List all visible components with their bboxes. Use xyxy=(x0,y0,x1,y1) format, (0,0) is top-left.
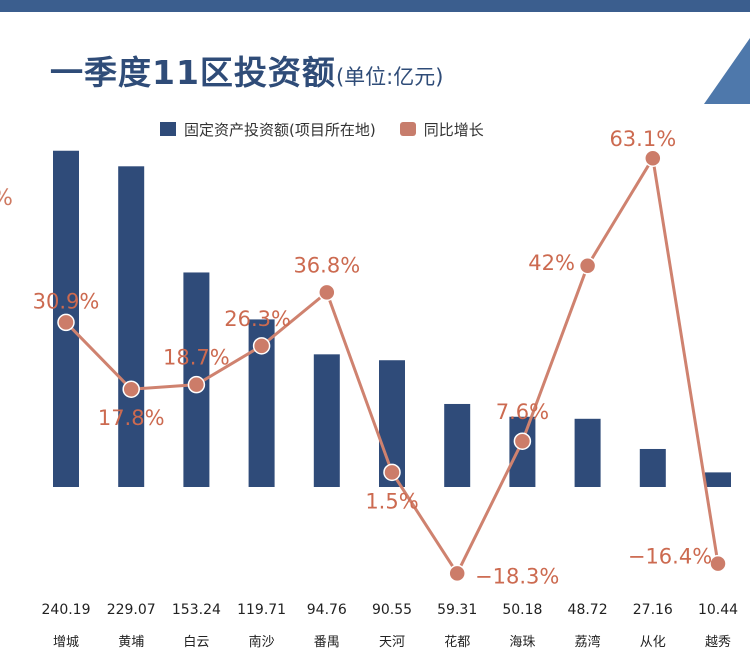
growth-point-8 xyxy=(578,257,597,275)
category-label-5: 天河 xyxy=(379,635,405,650)
value-label-4: 94.76 xyxy=(307,602,347,618)
category-label-1: 黄埔 xyxy=(118,635,144,650)
growth-point-6 xyxy=(448,564,466,583)
value-label-8: 48.72 xyxy=(568,602,608,618)
top-accent-band xyxy=(0,0,750,12)
value-label-7: 50.18 xyxy=(502,602,542,618)
growth-point-4 xyxy=(318,283,336,302)
corner-triangle-decoration xyxy=(704,38,750,104)
value-label-3: 119.71 xyxy=(237,602,286,618)
clipped-label-fragment: % xyxy=(0,186,13,211)
bar-9 xyxy=(639,448,666,487)
page-title: 一季度11区投资额(单位:亿元) xyxy=(50,46,443,94)
growth-point-10 xyxy=(709,554,727,573)
growth-label-8: 42% xyxy=(528,251,575,275)
category-label-7: 海珠 xyxy=(509,635,535,650)
legend-line-swatch xyxy=(399,122,416,136)
category-label-9: 从化 xyxy=(640,635,666,650)
growth-point-7 xyxy=(513,432,532,450)
category-label-6: 花都 xyxy=(444,634,470,650)
growth-point-3 xyxy=(252,337,271,355)
growth-label-4: 36.8% xyxy=(293,253,360,277)
value-label-6: 59.31 xyxy=(437,602,477,618)
growth-label-6: −18.3% xyxy=(475,564,559,588)
value-label-10: 10.44 xyxy=(698,602,738,618)
growth-label-1: 17.8% xyxy=(98,406,165,430)
growth-point-1 xyxy=(122,380,140,398)
growth-label-9: 63.1% xyxy=(609,127,676,151)
category-label-4: 番禺 xyxy=(314,635,340,650)
category-label-8: 荔湾 xyxy=(575,634,601,650)
category-label-10: 越秀 xyxy=(705,635,731,650)
value-label-5: 90.55 xyxy=(372,602,412,618)
bar-10 xyxy=(705,472,731,487)
bar-7 xyxy=(509,416,536,487)
value-label-1: 229.07 xyxy=(107,602,156,618)
legend-item-line: 同比增长 xyxy=(399,119,484,140)
growth-label-5: 1.5% xyxy=(365,489,418,513)
bar-6 xyxy=(444,403,471,487)
bar-8 xyxy=(574,418,601,487)
title-unit: (单位:亿元) xyxy=(335,65,444,89)
chart-legend: 固定资产投资额(项目所在地) 同比增长 xyxy=(160,118,508,140)
growth-label-3: 26.3% xyxy=(224,307,291,331)
bar-1 xyxy=(118,166,145,487)
value-label-2: 153.24 xyxy=(172,602,221,618)
bar-4 xyxy=(313,354,340,487)
growth-label-10: −16.4% xyxy=(628,545,712,569)
category-label-2: 白云 xyxy=(183,634,209,650)
growth-point-0 xyxy=(57,313,75,332)
growth-point-9 xyxy=(644,149,662,167)
legend-item-bar: 固定资产投资额(项目所在地) xyxy=(160,119,376,140)
value-label-0: 240.19 xyxy=(42,602,91,618)
category-label-3: 南沙 xyxy=(249,634,275,650)
growth-label-0: 30.9% xyxy=(33,289,100,313)
legend-bar-swatch xyxy=(160,122,176,136)
category-label-0: 增城 xyxy=(53,635,79,650)
growth-point-2 xyxy=(187,375,206,394)
legend-line-label: 同比增长 xyxy=(423,120,484,139)
value-label-9: 27.16 xyxy=(633,602,673,618)
title-main: 一季度11区投资额 xyxy=(50,53,336,92)
legend-bar-label: 固定资产投资额(项目所在地) xyxy=(184,120,376,139)
growth-point-5 xyxy=(383,463,401,482)
growth-label-7: 7.6% xyxy=(496,400,549,424)
growth-label-2: 18.7% xyxy=(163,346,230,370)
